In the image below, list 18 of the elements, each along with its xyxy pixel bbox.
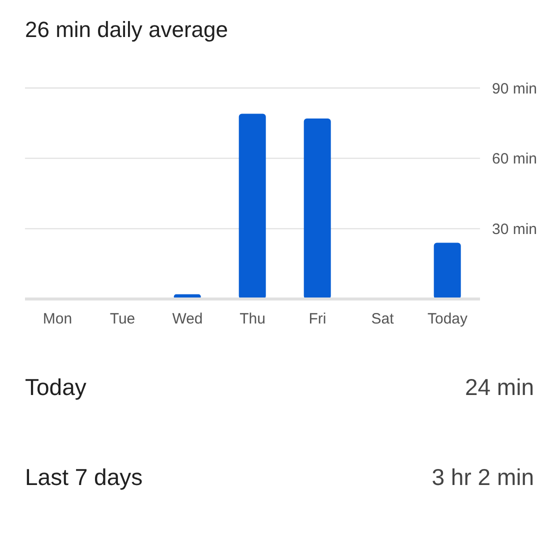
- text: 24 min: [464, 373, 534, 401]
- x-tick-label: Thu: [240, 310, 266, 328]
- x-tick-label: Fri: [308, 310, 326, 328]
- x-tick-label: Sat: [371, 310, 395, 328]
- bar: [238, 114, 266, 299]
- y-tick-label: 90 min: [492, 80, 538, 98]
- x-tick-label: Wed: [172, 310, 203, 328]
- x-tick-label: Today: [427, 310, 468, 328]
- text: 3 hr 2 min: [432, 463, 534, 491]
- x-tick-label: Mon: [42, 310, 72, 328]
- bar: [304, 118, 331, 299]
- text: Today: [25, 373, 86, 401]
- bar: [434, 242, 461, 299]
- text: Last 7 days: [25, 463, 143, 491]
- y-tick-label: 60 min: [492, 150, 538, 168]
- chart-title: 26 min daily average: [25, 17, 228, 43]
- y-tick-label: 30 min: [492, 220, 538, 238]
- x-tick-label: Tue: [110, 310, 136, 328]
